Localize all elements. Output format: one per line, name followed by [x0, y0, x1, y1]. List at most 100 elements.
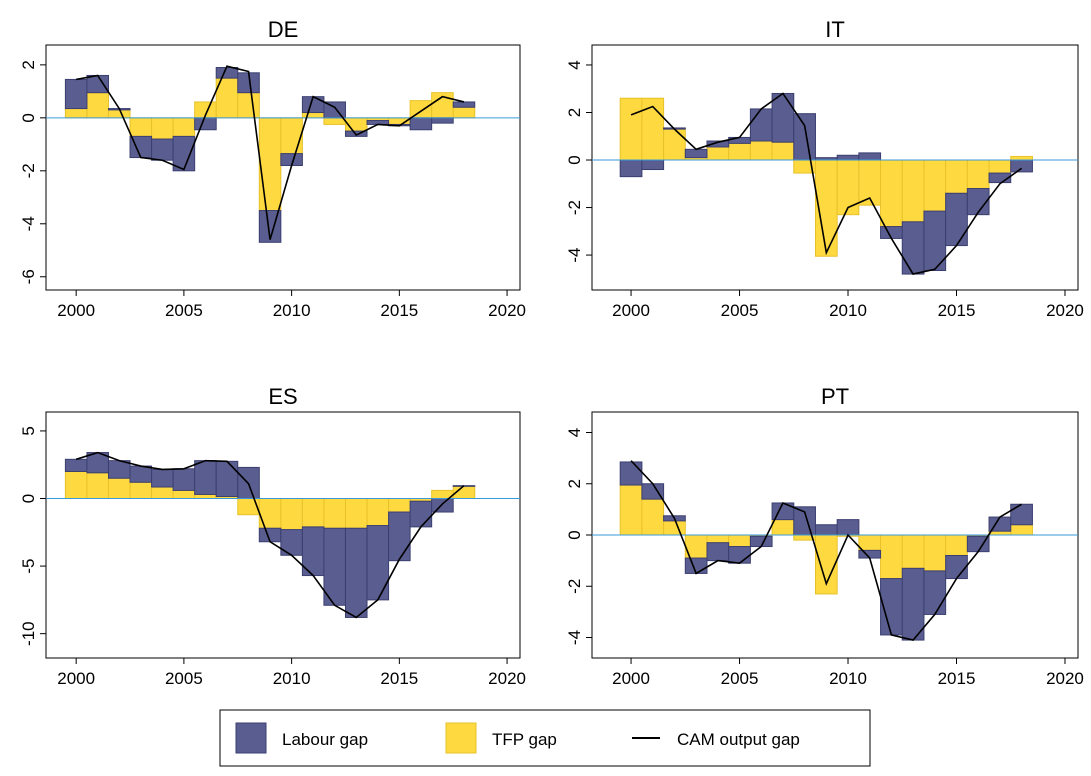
bar — [923, 570, 947, 615]
bar — [86, 472, 109, 500]
bar — [301, 498, 325, 528]
bar — [684, 148, 708, 159]
bar — [86, 92, 109, 119]
bar — [793, 506, 816, 536]
panel: PT 2000 2005 2010 2015 2020 -4 -2 0 2 4 — [565, 384, 1084, 688]
bar — [836, 519, 860, 536]
bar — [619, 159, 643, 178]
bar — [172, 468, 196, 491]
panel: DE 2000 2005 2010 2015 2020 -6 -4 -2 0 2 — [19, 17, 526, 320]
y-tick-label: 4 — [565, 60, 584, 69]
bar — [858, 534, 882, 551]
bar — [388, 511, 411, 562]
y-tick-label: 2 — [19, 60, 38, 69]
bar — [64, 470, 88, 500]
x-tick-label: 2010 — [829, 669, 867, 688]
bar — [107, 477, 131, 500]
bar — [966, 159, 990, 190]
panel: IT 2000 2005 2010 2015 2020 -4 -2 0 2 4 — [565, 17, 1084, 320]
bar — [194, 460, 217, 495]
legend-swatch — [235, 722, 267, 754]
bar — [988, 530, 1012, 536]
bar — [237, 498, 260, 516]
legend-box — [219, 709, 871, 767]
bar — [706, 542, 730, 562]
bar — [901, 567, 925, 641]
panel-title: IT — [825, 17, 845, 42]
y-tick-label: -6 — [19, 269, 38, 284]
bar — [619, 97, 643, 161]
x-tick-label: 2010 — [829, 301, 867, 320]
bar — [366, 498, 390, 527]
bar — [151, 138, 174, 161]
y-tick-label: -2 — [565, 579, 584, 594]
y-tick-label: -10 — [19, 621, 38, 646]
bar — [172, 135, 196, 172]
bar — [663, 128, 686, 161]
y-tick-label: 0 — [565, 530, 584, 539]
line-series — [76, 65, 465, 240]
bar — [771, 141, 795, 161]
bar — [923, 534, 947, 572]
plot-frame — [45, 44, 521, 291]
bar — [151, 468, 174, 488]
bar — [945, 192, 968, 247]
bar — [215, 460, 239, 497]
x-tick-label: 2000 — [57, 301, 95, 320]
line-series — [75, 451, 465, 619]
x-tick-label: 2020 — [1046, 301, 1084, 320]
bar — [880, 534, 903, 580]
y-tick-label: 2 — [565, 108, 584, 117]
y-tick-label: 0 — [19, 494, 38, 503]
bar — [323, 498, 346, 529]
bar — [258, 117, 282, 212]
x-tick-label: 2020 — [488, 301, 526, 320]
bar — [706, 140, 730, 148]
y-tick-label: 4 — [565, 428, 584, 437]
x-tick-label: 2015 — [380, 301, 418, 320]
bar — [988, 159, 1012, 174]
legend-swatch — [445, 722, 477, 754]
bar — [858, 152, 882, 161]
bar — [129, 117, 153, 137]
bar — [409, 100, 433, 119]
x-tick-label: 2015 — [380, 669, 418, 688]
bar — [344, 527, 368, 618]
bar — [1010, 159, 1033, 173]
bar — [619, 484, 643, 536]
x-tick-label: 2010 — [273, 669, 311, 688]
bar — [793, 113, 816, 161]
y-tick-label: -4 — [565, 248, 584, 263]
bar — [452, 101, 476, 108]
bar — [836, 154, 860, 161]
bar — [728, 534, 751, 548]
x-tick-label: 2015 — [938, 301, 976, 320]
bar — [194, 493, 217, 500]
x-tick-label: 2020 — [488, 669, 526, 688]
bar — [641, 159, 665, 171]
bar — [706, 146, 730, 161]
bar — [619, 461, 643, 486]
line-series — [630, 92, 1023, 275]
bar — [344, 130, 368, 137]
bar — [86, 74, 109, 94]
bar — [172, 489, 196, 500]
y-tick-label: 2 — [565, 479, 584, 488]
y-tick-label: 5 — [19, 426, 38, 435]
bar — [988, 172, 1012, 184]
bar — [280, 498, 303, 531]
x-tick-label: 2020 — [1046, 669, 1084, 688]
y-tick-label: -5 — [19, 559, 38, 574]
bar — [749, 140, 773, 161]
bar — [749, 108, 773, 142]
y-tick-label: -2 — [19, 163, 38, 178]
bar — [452, 106, 476, 119]
panel: ES 2000 2005 2010 2015 2020 -10 -5 0 5 — [19, 384, 526, 688]
bar — [901, 221, 925, 275]
bar — [663, 520, 686, 536]
bar — [728, 546, 751, 564]
bar — [409, 117, 433, 131]
x-tick-label: 2000 — [612, 669, 650, 688]
x-tick-label: 2005 — [721, 669, 759, 688]
x-tick-label: 2005 — [165, 669, 203, 688]
